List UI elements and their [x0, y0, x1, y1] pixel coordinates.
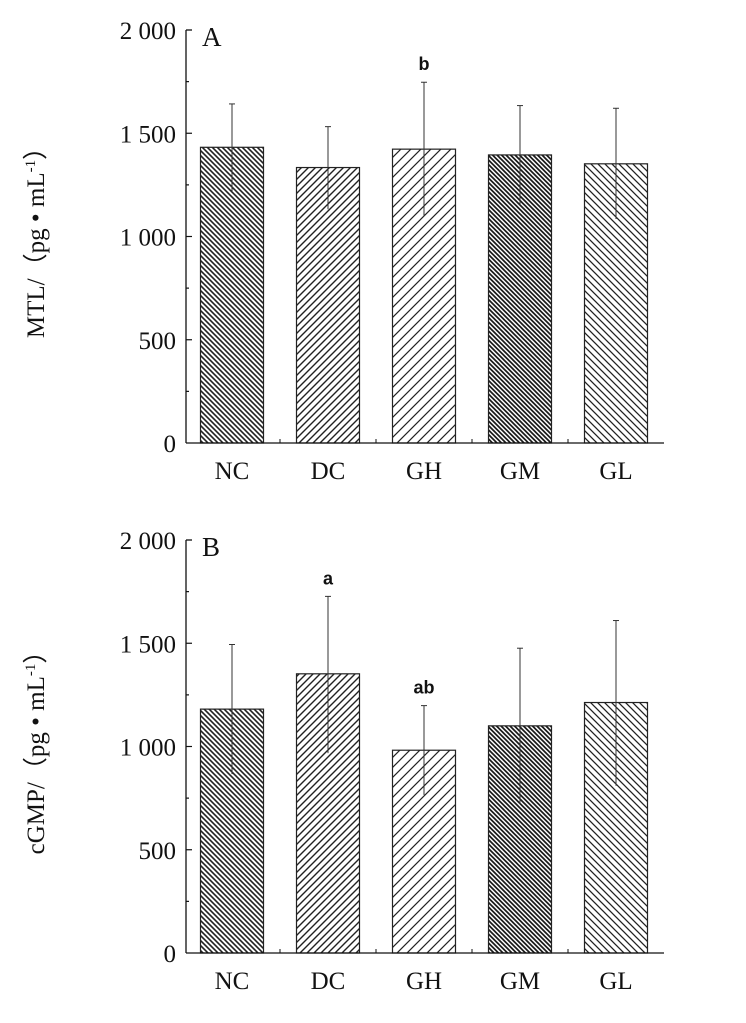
y-tick-label: 500 — [139, 328, 177, 355]
y-tick-label: 1 500 — [120, 121, 176, 148]
y-axis-title-superscript: -1 — [23, 664, 39, 677]
x-tick-label: GM — [500, 968, 540, 995]
y-axis-title: MTL/（pg • mL-1） — [22, 135, 50, 338]
x-tick-label: DC — [311, 968, 346, 995]
y-tick-label: 2 000 — [120, 18, 176, 45]
y-tick-label: 0 — [164, 431, 177, 458]
panel-a: NC DC GH b GM GL 0 500 1 000 1 500 2 000 A MTL/（pg •… — [22, 18, 664, 485]
y-axis-title-end: ） — [22, 135, 50, 160]
significance-label: a — [323, 568, 334, 588]
x-tick-label: GM — [500, 458, 540, 485]
y-tick-label: 500 — [139, 838, 177, 865]
y-tick-label: 1 000 — [120, 225, 176, 252]
bar-nc — [199, 146, 265, 444]
x-tick-label: GH — [406, 968, 442, 995]
panel-b: NC DC a GH ab GM GL 0 500 1 000 1 500 2 000 BcGMP/（p… — [22, 528, 664, 995]
y-tick-label: 2 000 — [120, 528, 176, 555]
bar-dc — [295, 166, 361, 444]
x-tick-label: GL — [599, 458, 632, 485]
y-axis-title: cGMP/（pg • mL-1） — [22, 639, 50, 855]
significance-label: ab — [413, 678, 434, 698]
panel-label: A — [202, 22, 222, 52]
x-tick-label: NC — [215, 968, 250, 995]
y-tick-label: 1 000 — [120, 735, 176, 762]
bar-gl — [583, 163, 649, 444]
y-axis-title-end: ） — [22, 639, 50, 664]
x-tick-label: NC — [215, 458, 250, 485]
panel-label: B — [202, 532, 220, 562]
x-tick-label: GL — [599, 968, 632, 995]
x-tick-label: DC — [311, 458, 346, 485]
y-axis-title-superscript: -1 — [23, 160, 39, 173]
significance-label: b — [419, 54, 430, 74]
y-tick-label: 1 500 — [120, 631, 176, 658]
x-tick-label: GH — [406, 458, 442, 485]
y-axis-title-main: MTL/（pg • mL — [22, 172, 50, 338]
y-tick-label: 0 — [164, 941, 177, 968]
y-axis-title-main: cGMP/（pg • mL — [22, 676, 50, 854]
